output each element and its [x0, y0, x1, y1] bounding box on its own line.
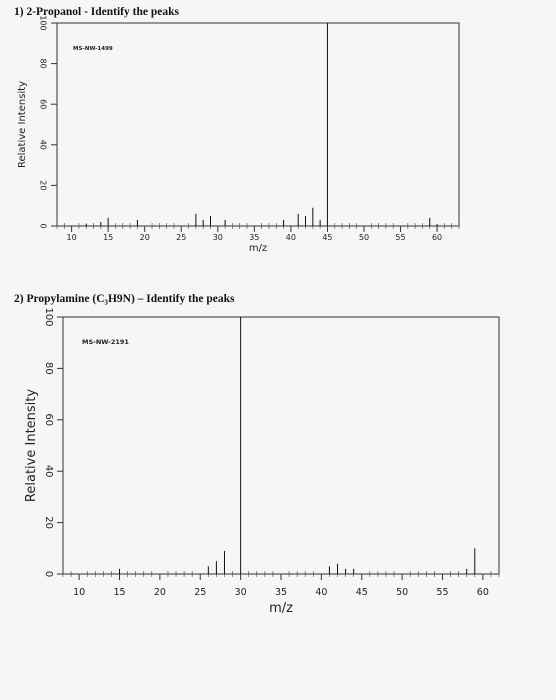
- x-tick-label: 20: [140, 233, 150, 242]
- x-tick-label: 55: [395, 233, 405, 242]
- x-tick-label: 40: [286, 233, 296, 242]
- x-tick-label: 40: [315, 587, 327, 598]
- y-tick-label: 0: [39, 223, 48, 228]
- y-tick-label: 60: [39, 99, 48, 109]
- x-tick-label: 45: [322, 233, 332, 242]
- x-axis-label: m/z: [249, 243, 267, 254]
- y-tick-label: 40: [39, 140, 48, 150]
- y-tick-label: 100: [43, 307, 54, 326]
- spectrum-id-label: MS-NW-1499: [73, 46, 113, 52]
- y-tick-label: 40: [43, 465, 54, 478]
- x-tick-label: 20: [154, 587, 166, 598]
- y-tick-label: 60: [43, 413, 54, 426]
- y-tick-label: 100: [39, 15, 48, 30]
- problem-2-heading: 2) Propylamine (C₃H9N) – Identify the pe…: [14, 293, 235, 305]
- x-tick-label: 60: [477, 587, 489, 598]
- x-tick-label: 30: [235, 587, 247, 598]
- spectrum-1: MS-NW-1499 0 20 40 60 80 100 10 15 20 25 30 35 40 45 50…: [17, 15, 460, 254]
- x-tick-label: 10: [67, 233, 77, 242]
- x-tick-label: 15: [113, 587, 125, 598]
- x-tick-label: 10: [73, 587, 85, 598]
- x-axis-label: m/z: [269, 601, 293, 616]
- x-tick-label: 50: [359, 233, 369, 242]
- spectrum-id-label: MS-NW-2191: [82, 338, 129, 346]
- x-tick-label: 25: [176, 233, 186, 242]
- y-tick-label: 80: [39, 59, 48, 69]
- problem-1-heading: 1) 2-Propanol - Identify the peaks: [14, 6, 179, 18]
- y-tick-label: 80: [43, 362, 54, 375]
- x-tick-label: 60: [432, 233, 442, 242]
- x-tick-label: 15: [103, 233, 113, 242]
- y-tick-label: 20: [43, 516, 54, 529]
- x-tick-label: 45: [356, 587, 368, 598]
- y-axis-label: Relative Intensity: [24, 389, 39, 502]
- plot-frame: [56, 22, 460, 227]
- x-tick-label: 50: [396, 587, 408, 598]
- x-tick-label: 25: [194, 587, 206, 598]
- y-axis-label: Relative Intensity: [17, 81, 28, 168]
- plot-frame: [62, 316, 500, 575]
- x-tick-label: 30: [213, 233, 223, 242]
- x-tick-label: 55: [436, 587, 448, 598]
- x-tick-label: 35: [249, 233, 259, 242]
- y-tick-label: 20: [39, 180, 48, 190]
- x-tick-label: 35: [275, 587, 287, 598]
- spectrum-2: MS-NW-2191 0 20 40 60 80 100 10 15 20 25 30 35 40 45 50…: [24, 307, 500, 616]
- y-tick-label: 0: [43, 571, 54, 577]
